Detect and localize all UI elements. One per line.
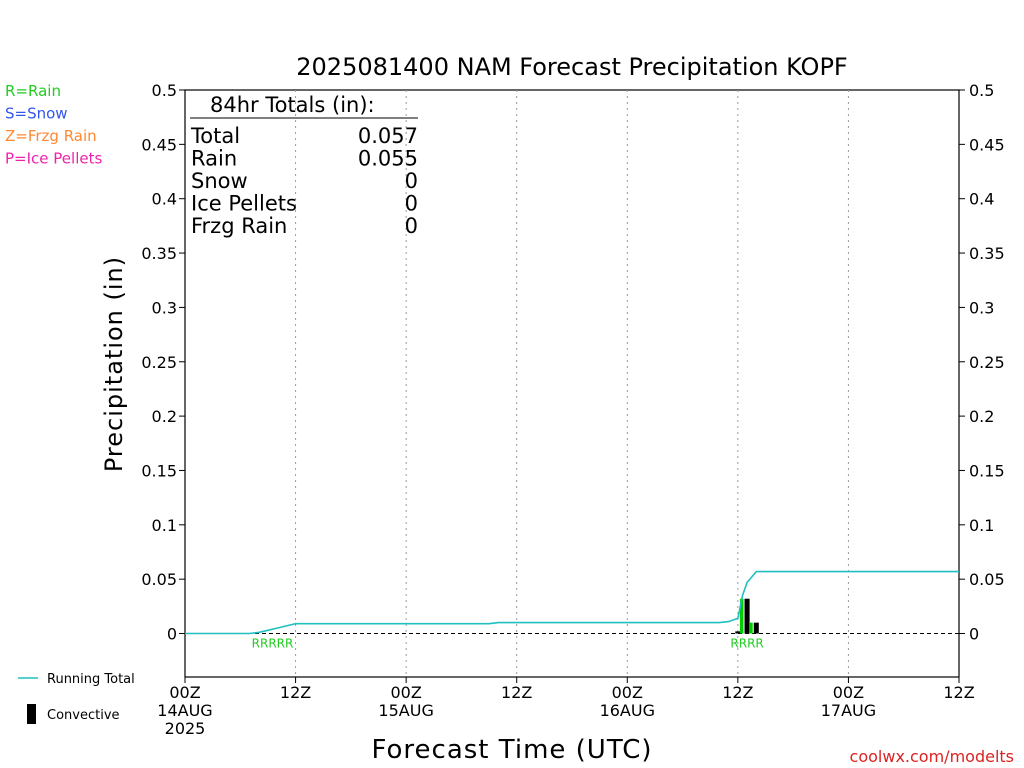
- totals-header: 84hr Totals (in):: [210, 93, 375, 117]
- y-tick-label-right: 0: [969, 625, 979, 644]
- y-tick-label-right: 0.35: [969, 244, 1005, 263]
- x-tick-label: 2025: [165, 719, 206, 738]
- plot-frame: [184, 89, 960, 678]
- x-tick-label: 15AUG: [378, 701, 433, 720]
- convective-bars: [735, 598, 759, 634]
- running-total-line: [185, 570, 959, 635]
- ptype-legend-item: P=Ice Pellets: [5, 150, 102, 168]
- y-tick-label: 0.35: [141, 244, 177, 263]
- y-tick-label: 0.3: [152, 298, 177, 317]
- ptype-legend-item: R=Rain: [5, 82, 61, 100]
- x-tick-label: 12Z: [501, 683, 532, 702]
- rain-bar: [749, 622, 753, 634]
- y-tick-label-right: 0.15: [969, 461, 1005, 480]
- convective-bar: [744, 598, 750, 634]
- legend-bar-swatch: [27, 704, 36, 724]
- y-tick-label-right: 0.1: [969, 516, 994, 535]
- convective-bar: [753, 622, 759, 634]
- y-tick-label-right: 0.25: [969, 353, 1005, 372]
- y-tick-label: 0.1: [152, 516, 177, 535]
- y-axis-left: 0 0.05 0.1 0.15 0.2 0.25 0.3 0.35 0.4 0.45 0.5: [141, 81, 185, 644]
- y-tick-label-right: 0.4: [969, 190, 994, 209]
- y-tick-label: 0.5: [152, 81, 177, 100]
- y-tick-label: 0.25: [141, 353, 177, 372]
- x-tick-label: 12Z: [722, 683, 753, 702]
- ptype-marker: RRRRR: [252, 637, 294, 651]
- totals-row-label: Frzg Rain: [191, 214, 287, 238]
- totals-row-label: Snow: [191, 169, 248, 193]
- totals-row-value: 0: [405, 192, 418, 216]
- y-tick-label: 0.15: [141, 461, 177, 480]
- y-tick-label: 0.45: [141, 135, 177, 154]
- running-total: [185, 570, 959, 635]
- totals-box: 84hr Totals (in): Total 0.057 Rain 0.055 Sno…: [190, 93, 418, 238]
- y-tick-label-right: 0.3: [969, 298, 994, 317]
- y-tick-label: 0: [167, 625, 177, 644]
- x-tick-label: 17AUG: [821, 701, 876, 720]
- x-tick-label: 00Z: [390, 683, 421, 702]
- rain-bar: [739, 598, 744, 634]
- ptype-marker: RRRR: [730, 637, 763, 651]
- credit-text: coolwx.com/modelts: [850, 747, 1014, 766]
- series-legend: Running Total Convective: [18, 672, 135, 724]
- y-tick-label: 0.05: [141, 570, 177, 589]
- x-tick-label: 12Z: [280, 683, 311, 702]
- y-axis-label: Precipitation (in): [100, 256, 128, 472]
- y-tick-label-right: 0.5: [969, 81, 994, 100]
- x-tick-label: 00Z: [612, 683, 643, 702]
- x-tick-label: 00Z: [169, 683, 200, 702]
- x-tick-label: 12Z: [943, 683, 974, 702]
- x-tick-label: 14AUG: [157, 701, 212, 720]
- chart-title: 2025081400 NAM Forecast Precipitation KO…: [296, 53, 847, 81]
- ptype-legend-item: Z=Frzg Rain: [5, 127, 97, 145]
- totals-row-label: Total: [190, 124, 240, 148]
- x-axis-label: Forecast Time (UTC): [371, 735, 652, 765]
- series-legend-label: Running Total: [47, 672, 135, 687]
- x-tick-label: 16AUG: [600, 701, 655, 720]
- totals-row-value: 0.055: [358, 147, 418, 171]
- gridlines: [185, 90, 959, 677]
- ptype-legend: R=Rain S=Snow Z=Frzg Rain P=Ice Pellets: [5, 82, 102, 168]
- ptype-markers: RRRRR RRRR: [252, 637, 764, 651]
- y-tick-label: 0.4: [152, 190, 177, 209]
- totals-row-value: 0: [405, 169, 418, 193]
- y-tick-label-right: 0.2: [969, 407, 994, 426]
- y-tick-label-right: 0.45: [969, 135, 1005, 154]
- totals-row-value: 0.057: [358, 124, 418, 148]
- y-tick-label: 0.2: [152, 407, 177, 426]
- ptype-legend-item: S=Snow: [5, 105, 68, 123]
- totals-row-value: 0: [405, 214, 418, 238]
- series-legend-label: Convective: [47, 708, 120, 723]
- y-axis-right: 0 0.05 0.1 0.15 0.2 0.25 0.3 0.35 0.4 0.45 0.5: [959, 81, 1005, 644]
- convective-bar: [735, 631, 741, 634]
- totals-row-label: Ice Pellets: [191, 192, 297, 216]
- totals-row-label: Rain: [191, 147, 237, 171]
- x-tick-label: 00Z: [833, 683, 864, 702]
- y-tick-label-right: 0.05: [969, 570, 1005, 589]
